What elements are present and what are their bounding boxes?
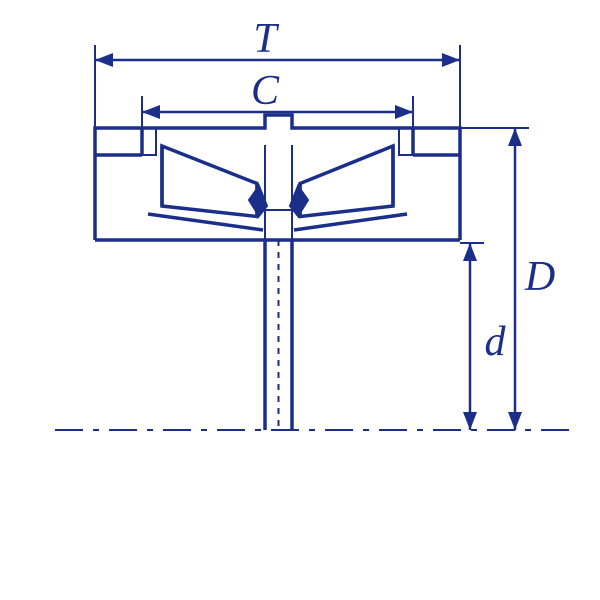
dimension-label: T — [253, 16, 279, 62]
dimension-label: D — [524, 254, 555, 300]
bearing-diagram: TC Dd — [0, 0, 600, 600]
dimension-label: d — [485, 319, 507, 365]
dimension-label: C — [251, 68, 280, 114]
